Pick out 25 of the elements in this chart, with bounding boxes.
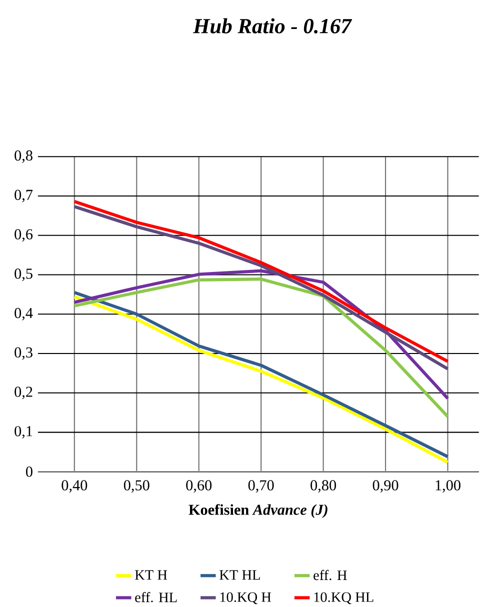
y-tick-label: 0,5 [14, 268, 32, 281]
legend-label: eff. HL [134, 592, 177, 602]
chart-title: Hub Ratio - 0.167 [192, 18, 352, 34]
line-series [72, 278, 450, 418]
legend-label: KT HL [219, 570, 260, 580]
y-tick-label: 0,4 [14, 308, 33, 320]
x-tick-label: 0,50 [124, 480, 150, 493]
y-tick-label: 0,7 [14, 190, 32, 202]
y-tick-label: 0,6 [14, 229, 32, 242]
x-tick-label: 0,70 [248, 480, 274, 493]
x-tick-label: 1,00 [436, 480, 460, 493]
legend-label: eff. H [313, 570, 347, 580]
y-tick-label: 0,8 [14, 150, 32, 163]
y-tick-label: 0,1 [14, 426, 32, 438]
x-tick-label: 0,90 [372, 480, 398, 493]
x-tick-label: 0,40 [62, 480, 87, 493]
x-tick-label: 0,80 [310, 480, 336, 493]
x-axis-title: Koefisien Advance (J) [188, 504, 328, 518]
legend-label: 10.KQ H [220, 592, 271, 604]
y-tick-label: 0 [26, 466, 32, 477]
legend-label: 10.KQ HL [314, 592, 374, 604]
x-tick-label: 0,60 [186, 480, 212, 493]
y-tick-label: 0,2 [14, 386, 32, 400]
legend-label: KT H [134, 570, 167, 580]
y-tick-label: 0,3 [14, 347, 32, 360]
